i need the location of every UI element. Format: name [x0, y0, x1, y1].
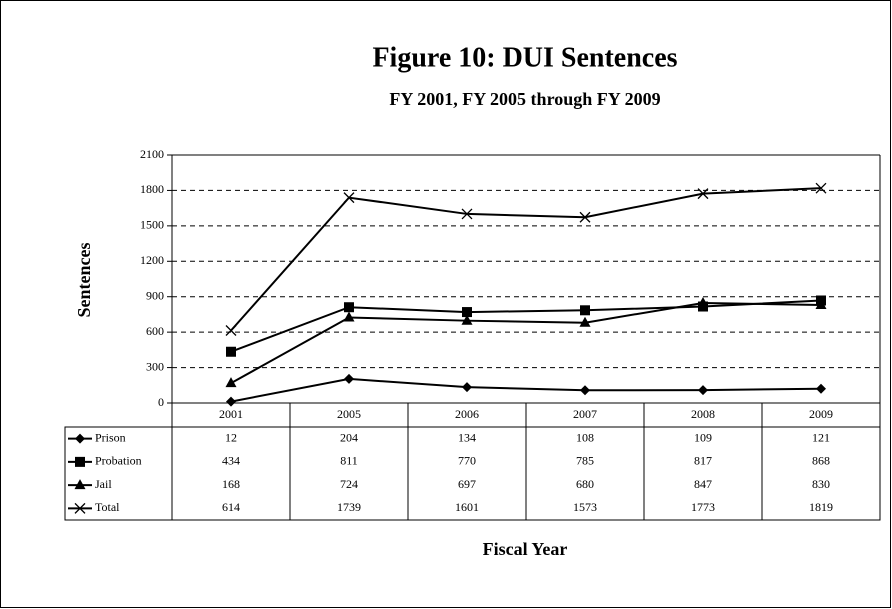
point	[344, 373, 354, 384]
point	[579, 211, 591, 223]
table-value: 811	[340, 454, 358, 468]
y-tick-label: 0	[158, 395, 164, 409]
legend-label: Probation	[95, 454, 142, 468]
table-value: 785	[576, 454, 594, 468]
table-value: 168	[222, 477, 240, 491]
point	[225, 325, 237, 336]
y-tick-label: 1200	[140, 253, 164, 267]
point	[462, 382, 472, 393]
table-value: 868	[812, 454, 830, 468]
point	[697, 188, 709, 200]
table-value: 1773	[691, 500, 715, 514]
table-value: 724	[340, 477, 358, 491]
x-tick-label: 2008	[691, 407, 715, 421]
table-value: 614	[222, 500, 240, 514]
point	[580, 305, 590, 316]
series-line	[230, 301, 822, 385]
series-line	[230, 299, 822, 353]
point	[698, 385, 708, 396]
point	[226, 346, 236, 357]
table-value: 108	[576, 430, 594, 444]
y-tick-label: 1800	[140, 182, 164, 196]
chart-title: Figure 10: DUI Sentences	[372, 42, 677, 73]
legend-marker	[75, 433, 85, 444]
legend-marker	[74, 502, 86, 514]
x-tick-label: 2007	[573, 407, 597, 421]
y-tick-label: 600	[146, 324, 164, 338]
x-tick-label: 2005	[337, 407, 361, 421]
x-tick-label: 2006	[455, 407, 479, 421]
table-value: 12	[225, 430, 237, 444]
legend-marker	[75, 456, 85, 467]
point	[579, 316, 591, 327]
table-value: 121	[812, 430, 830, 444]
table-value: 680	[576, 477, 594, 491]
point	[580, 385, 590, 396]
table-value: 434	[222, 454, 240, 468]
table-value: 1739	[337, 500, 361, 514]
point	[343, 311, 355, 322]
point	[343, 192, 355, 204]
point	[697, 296, 709, 307]
table-value: 204	[340, 430, 358, 444]
series-line	[230, 377, 822, 403]
table-value: 1819	[809, 500, 833, 514]
point	[225, 377, 237, 388]
point	[462, 307, 472, 318]
table-value: 134	[458, 430, 476, 444]
table-value: 109	[694, 430, 712, 444]
y-tick-label: 1500	[140, 218, 164, 232]
point	[816, 383, 826, 394]
point	[344, 302, 354, 313]
table-value: 770	[458, 454, 476, 468]
legend-marker	[74, 479, 86, 490]
table-value: 830	[812, 477, 830, 491]
table-value: 1573	[573, 500, 597, 514]
point	[226, 396, 236, 407]
y-axis-label: Sentences	[74, 243, 94, 318]
y-tick-label: 900	[146, 288, 164, 302]
legend-label: Prison	[95, 430, 126, 444]
table-value: 817	[694, 454, 712, 468]
table-value: 847	[694, 477, 712, 491]
table-value: 1601	[455, 500, 479, 514]
point	[461, 314, 473, 325]
legend-label: Jail	[95, 477, 112, 491]
y-tick-label: 300	[146, 359, 164, 373]
legend-label: Total	[95, 500, 120, 514]
series-line	[230, 187, 822, 332]
chart-subtitle: FY 2001, FY 2005 through FY 2009	[389, 89, 660, 109]
point	[815, 182, 827, 194]
x-tick-label: 2001	[219, 407, 243, 421]
y-tick-label: 2100	[140, 147, 164, 161]
table-value: 697	[458, 477, 476, 491]
x-axis-label: Fiscal Year	[483, 539, 568, 559]
point	[815, 298, 827, 309]
point	[461, 208, 473, 220]
x-tick-label: 2009	[809, 407, 833, 421]
